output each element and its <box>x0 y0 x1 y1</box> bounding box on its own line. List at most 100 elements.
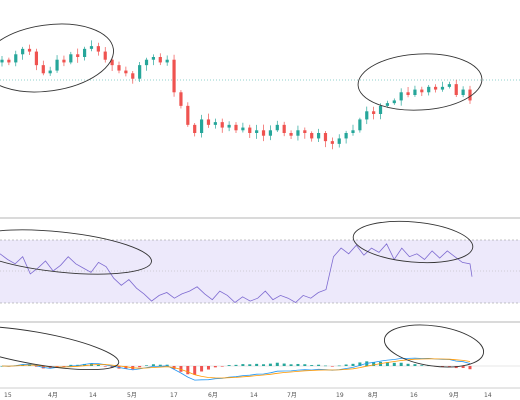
annotation-ellipse-osc-right <box>352 220 474 264</box>
candle-body <box>268 130 273 136</box>
x-tick-label: 14 <box>250 392 258 399</box>
macd-histogram-bar <box>55 366 59 367</box>
x-tick-label: 5月 <box>127 392 137 399</box>
macd-histogram-bar <box>289 364 293 366</box>
candle-body <box>48 70 52 74</box>
candle-body <box>316 133 321 139</box>
macd-histogram-bar <box>337 365 341 367</box>
price-panel[interactable] <box>0 16 520 150</box>
candle-body <box>413 89 417 95</box>
candle-body <box>447 84 451 87</box>
candle-body <box>21 48 25 55</box>
macd-histogram-bar <box>440 366 444 367</box>
macd-histogram-bar <box>96 364 100 366</box>
x-tick-label: 15 <box>4 392 12 399</box>
x-tick-label: 9月 <box>449 392 459 399</box>
candle-body <box>358 119 362 131</box>
macd-histogram-bar <box>461 366 465 368</box>
macd-histogram-bar <box>282 363 286 366</box>
candle-body <box>0 59 4 63</box>
candle-body <box>41 65 45 74</box>
macd-histogram-bar <box>330 366 334 367</box>
candle-body <box>227 124 231 128</box>
macd-histogram-bar <box>420 365 424 366</box>
candle-body <box>303 130 307 133</box>
macd-line <box>1 357 471 381</box>
x-tick-label: 7月 <box>287 392 297 399</box>
candle-body <box>468 89 472 101</box>
candle-body <box>199 119 204 133</box>
macd-histogram-bar <box>165 364 169 366</box>
candle-body <box>124 70 128 74</box>
candle-body <box>282 124 286 133</box>
candle-body <box>34 51 39 66</box>
candle-body <box>310 133 314 139</box>
macd-histogram-bar <box>220 366 224 367</box>
macd-panel[interactable] <box>0 317 520 381</box>
macd-histogram-bar <box>186 366 190 375</box>
candle-body <box>323 133 328 142</box>
candle-body <box>378 105 383 114</box>
macd-histogram-bar <box>406 363 410 366</box>
candle-body <box>117 65 121 71</box>
candle-body <box>151 57 156 60</box>
candle-body <box>399 92 403 101</box>
macd-histogram-bar <box>310 365 314 366</box>
macd-histogram-bar <box>234 364 238 366</box>
oscillator-line <box>0 243 473 304</box>
candle-body <box>385 103 390 106</box>
x-tick-label: 14 <box>89 392 97 399</box>
macd-histogram-bar <box>372 361 376 366</box>
candle-body <box>406 92 410 95</box>
candle-body <box>89 46 94 49</box>
macd-histogram-bar <box>275 362 279 366</box>
candle-body <box>241 127 245 131</box>
macd-histogram-bar <box>179 366 183 372</box>
candle-body <box>62 59 66 63</box>
candle-body <box>220 122 224 128</box>
macd-histogram-bar <box>206 366 210 370</box>
candle-body <box>440 86 445 90</box>
macd-histogram-bar <box>303 364 307 366</box>
candle-body <box>427 86 431 93</box>
candle-body <box>69 54 73 63</box>
candle-body <box>103 51 107 60</box>
macd-histogram-bar <box>317 364 321 366</box>
candle-body <box>372 111 376 114</box>
macd-histogram-bar <box>248 364 252 366</box>
macd-histogram-bar <box>69 364 73 366</box>
candle-body <box>14 54 18 63</box>
oscillator-band <box>0 240 520 303</box>
candle-body <box>255 130 259 133</box>
candle-body <box>454 84 458 95</box>
oscillator-panel[interactable] <box>0 217 520 304</box>
macd-histogram-bar <box>227 365 231 366</box>
x-tick-label: 6月 <box>208 392 218 399</box>
candle-body <box>392 100 396 104</box>
macd-histogram <box>0 361 472 375</box>
macd-histogram-bar <box>145 365 149 366</box>
candle-body <box>158 57 162 63</box>
candle-body <box>330 141 334 144</box>
macd-histogram-bar <box>351 363 355 366</box>
candle-body <box>420 89 424 93</box>
macd-histogram-bar <box>255 363 259 366</box>
candle-body <box>172 59 176 93</box>
macd-histogram-bar <box>323 365 327 367</box>
macd-histogram-bar <box>344 364 348 366</box>
macd-histogram-bar <box>213 366 217 368</box>
x-tick-label: 14 <box>484 392 492 399</box>
macd-histogram-bar <box>392 362 396 366</box>
macd-histogram-bar <box>158 364 162 366</box>
x-tick-label: 17 <box>170 392 178 399</box>
candle-body <box>261 130 266 136</box>
annotation-ellipse-price-left <box>0 23 114 93</box>
macd-histogram-bar <box>151 364 155 366</box>
annotation-ellipse-osc-left <box>0 229 152 275</box>
candle-body <box>55 59 59 71</box>
candle-body <box>76 54 80 57</box>
macd-histogram-bar <box>124 366 128 369</box>
candle-body <box>296 130 300 136</box>
macd-histogram-bar <box>83 363 87 366</box>
